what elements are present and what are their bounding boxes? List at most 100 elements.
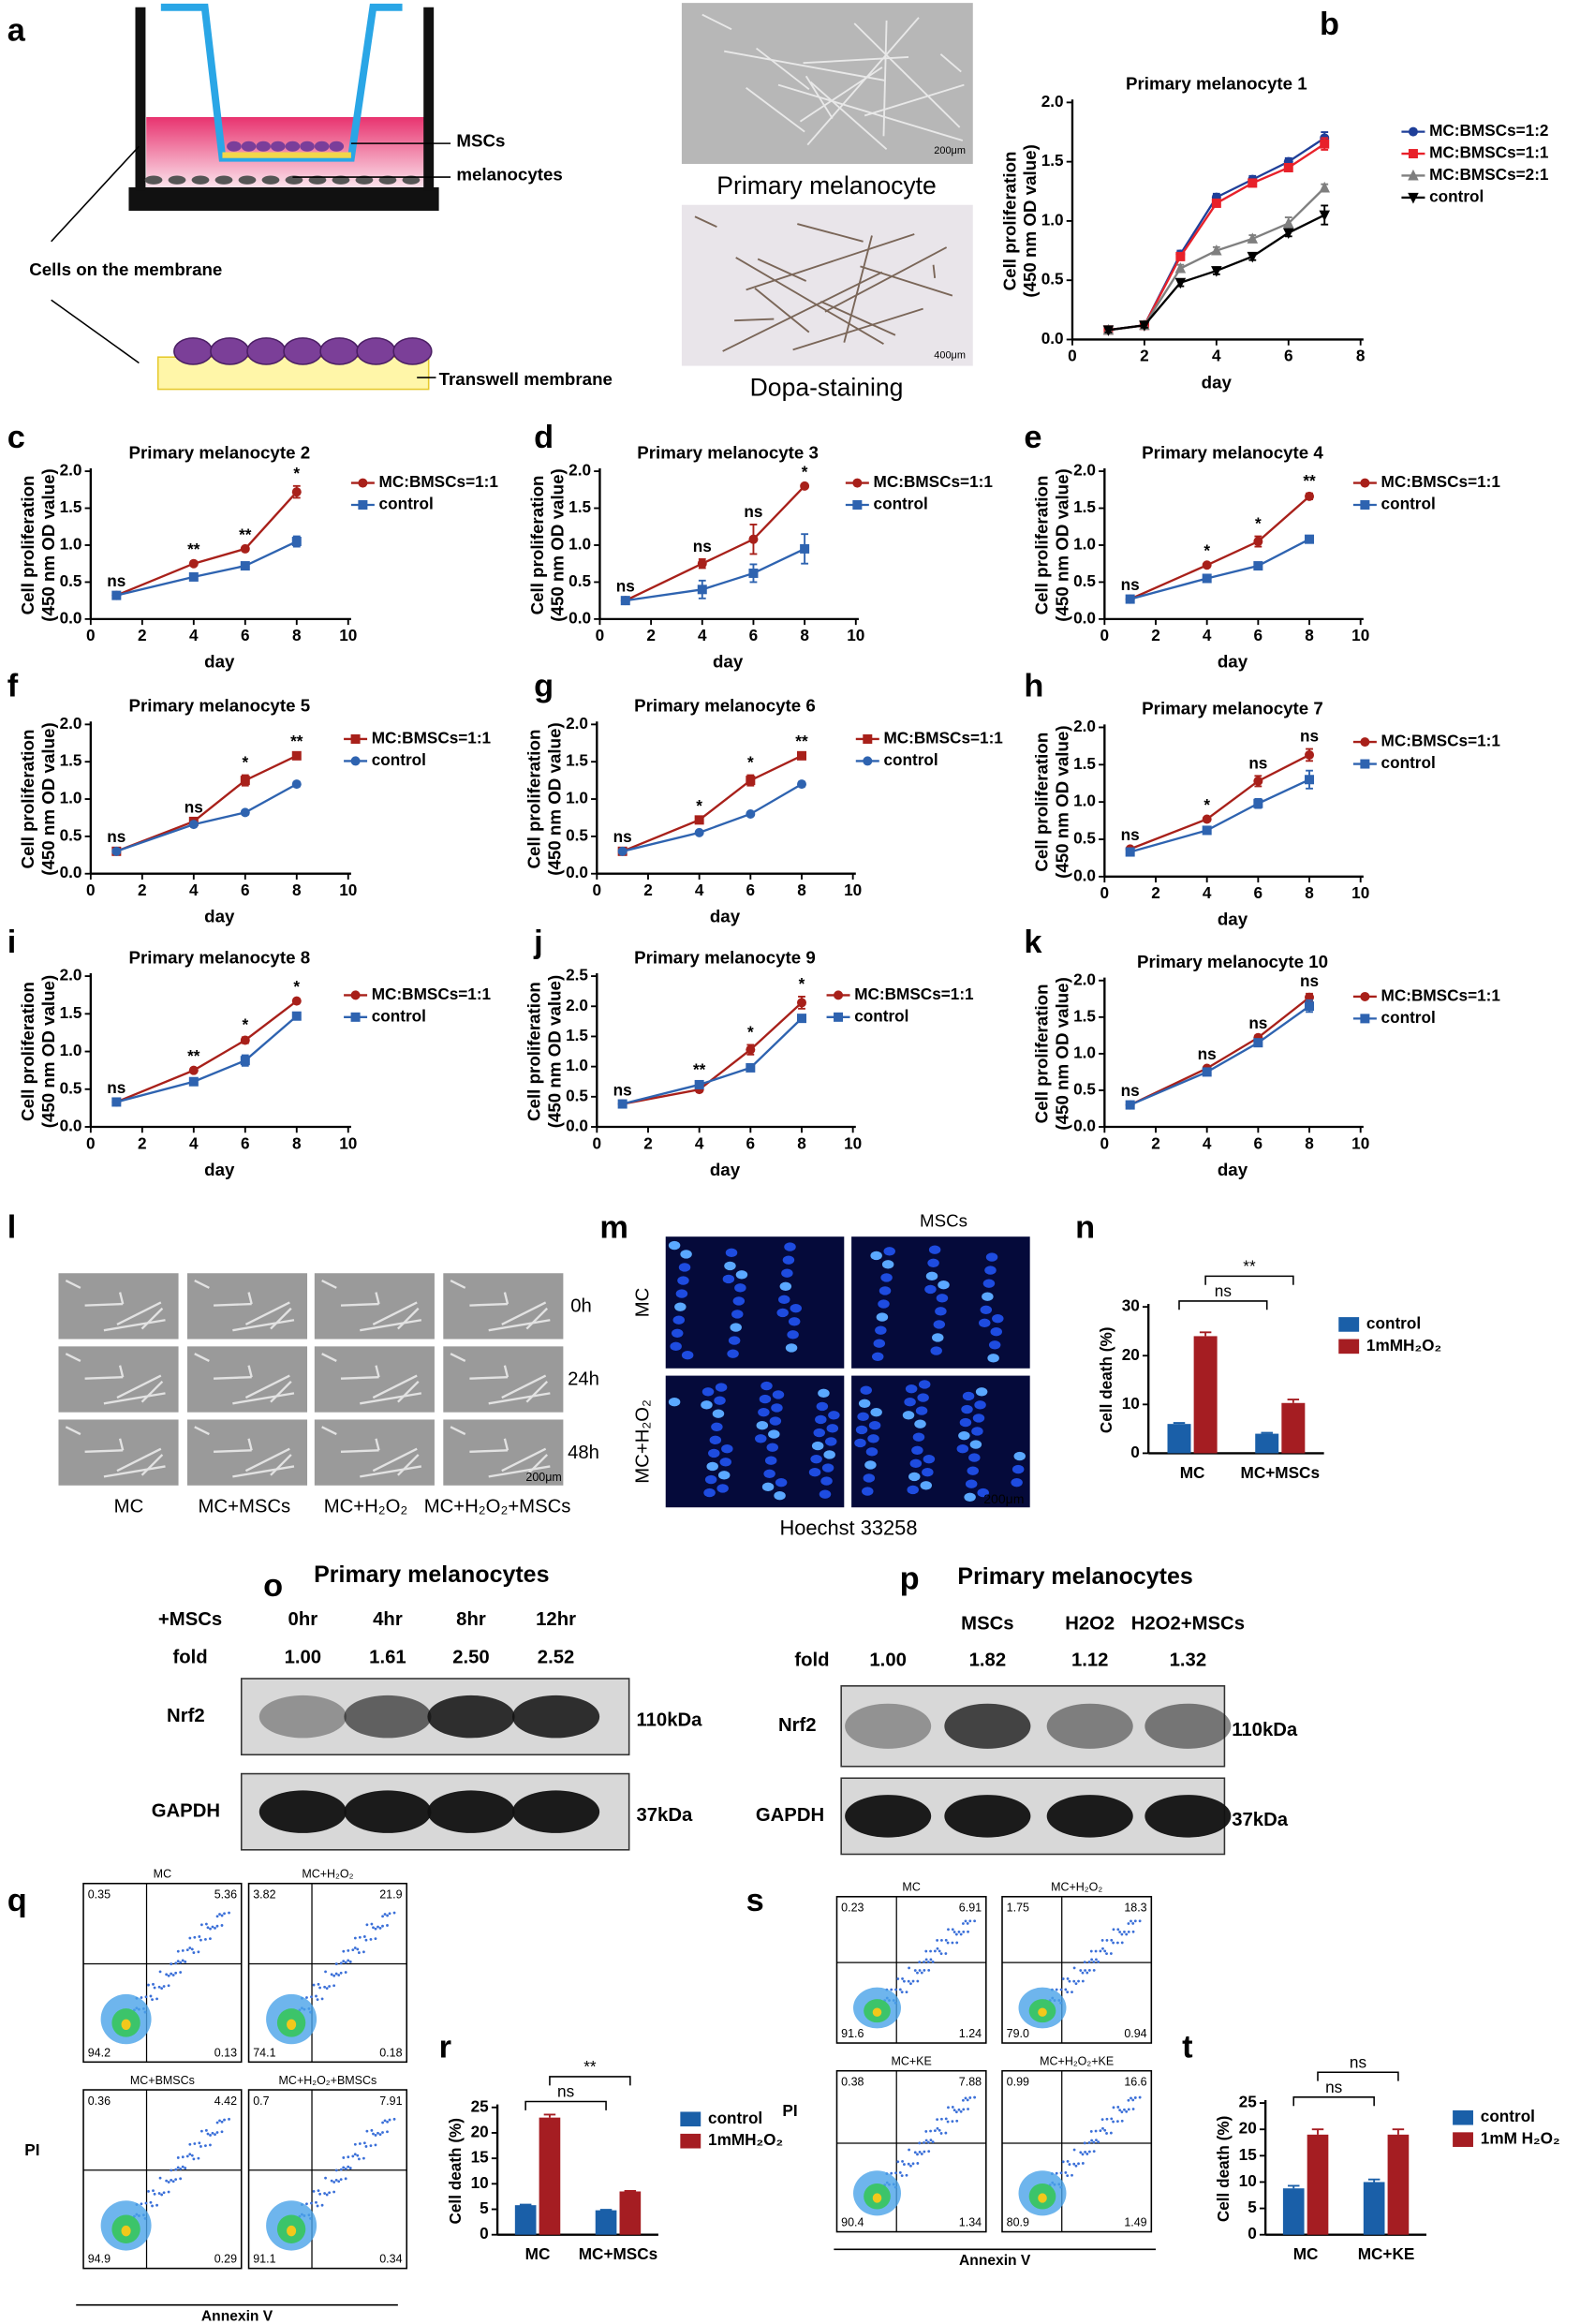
- nucleus: [730, 1323, 742, 1332]
- chart-title: Primary melanocyte 5: [128, 696, 310, 716]
- event: [339, 1971, 343, 1975]
- y-tick-label: 0.5: [60, 571, 82, 590]
- event: [357, 1951, 361, 1954]
- panel-letter: p: [900, 1561, 920, 1596]
- event: [228, 1911, 230, 1915]
- data-point: [240, 543, 250, 554]
- x-tick-label: 2: [1151, 626, 1160, 644]
- nucleus: [815, 1414, 827, 1425]
- event: [896, 1977, 900, 1980]
- nucleus: [961, 1404, 973, 1414]
- event: [353, 1936, 357, 1940]
- event: [1118, 1931, 1122, 1933]
- event: [1116, 2120, 1119, 2124]
- bracket: [1178, 1300, 1268, 1310]
- cell-shape: [375, 1438, 380, 1451]
- event: [938, 1949, 941, 1953]
- data-point: [697, 585, 707, 595]
- y-tick-label: 0.0: [566, 863, 588, 881]
- y-tick-label: 1.0: [566, 789, 588, 807]
- x-tick-label: 8: [292, 881, 302, 899]
- significance: ns: [107, 571, 126, 590]
- event: [1116, 2106, 1120, 2109]
- event: [220, 1914, 224, 1917]
- event: [1131, 1922, 1135, 1925]
- significance: ns: [185, 797, 203, 816]
- event: [171, 2180, 175, 2183]
- event: [358, 1935, 362, 1939]
- row-label: 48h: [568, 1443, 599, 1463]
- legend-marker: [1360, 500, 1370, 511]
- event: [204, 2144, 207, 2148]
- photo: [681, 3, 973, 164]
- row-label: MC: [633, 1288, 654, 1318]
- event: [315, 1994, 317, 1998]
- photo: [58, 1419, 179, 1486]
- data-point: [1125, 594, 1135, 604]
- event: [1130, 1919, 1132, 1923]
- cell: [210, 337, 250, 365]
- nucleus: [969, 1440, 982, 1449]
- bracket: [1317, 2071, 1399, 2081]
- significance: *: [799, 974, 805, 993]
- nucleus: [787, 1330, 799, 1340]
- quadrant-value: 80.9: [1007, 2215, 1029, 2228]
- series-line: [115, 491, 298, 597]
- y-tick-label: 1.0: [60, 1041, 82, 1059]
- legend-label: control: [1481, 2107, 1535, 2125]
- event: [317, 2189, 320, 2193]
- event: [374, 2134, 377, 2137]
- nucleus: [761, 1482, 775, 1492]
- nucleus: [810, 1454, 822, 1464]
- event: [967, 2108, 969, 2110]
- event: [174, 1961, 178, 1965]
- error-bar: [1392, 2128, 1405, 2135]
- event: [386, 1914, 389, 1917]
- event: [951, 2106, 954, 2109]
- event: [1092, 1961, 1096, 1963]
- cell-shape: [372, 1301, 418, 1325]
- legend-marker: [863, 733, 873, 744]
- legend-label: MC:BMSCs=1:1: [883, 729, 1003, 748]
- cell: [246, 337, 287, 365]
- event: [913, 1969, 917, 1972]
- plot-title: MC+BMSCs: [130, 2074, 195, 2087]
- y-tick-label: 1.5: [1073, 754, 1096, 773]
- y-axis-label: Cell proliferation: [999, 151, 1019, 290]
- legend-label: MC:BMSCs=1:1: [1429, 143, 1549, 162]
- cell-shape: [65, 1280, 81, 1289]
- band: [1144, 1703, 1232, 1749]
- y-axis-label: (450 nm OD value): [1053, 977, 1072, 1130]
- y-axis-label: Cell proliferation: [18, 730, 37, 869]
- significance: ns: [1215, 1281, 1232, 1300]
- dendrite: [792, 307, 923, 351]
- dendrite: [799, 67, 883, 123]
- data-point: [1282, 228, 1294, 240]
- panel-letter: k: [1024, 925, 1042, 960]
- event: [1066, 2159, 1070, 2163]
- cell-shape: [214, 1302, 252, 1307]
- x-axis-label: day: [204, 652, 235, 672]
- plot-title: MC+H₂O₂: [302, 1868, 353, 1881]
- event: [181, 2155, 185, 2159]
- x-tick-label: 6: [1254, 883, 1263, 902]
- event: [176, 2156, 180, 2159]
- event: [334, 1962, 338, 1965]
- cell-shape: [321, 1426, 337, 1436]
- event: [918, 1961, 922, 1964]
- nucleus: [863, 1473, 876, 1483]
- event: [927, 2150, 931, 2154]
- series-line: [116, 1014, 298, 1103]
- event: [900, 2174, 904, 2178]
- quadrant-value: 0.23: [841, 1902, 864, 1915]
- event: [312, 2189, 316, 2193]
- event: [339, 1961, 343, 1965]
- nucleus: [967, 1466, 980, 1475]
- event: [167, 1984, 170, 1988]
- nucleus: [959, 1417, 972, 1428]
- legend-label: MC:BMSCs=1:1: [1381, 985, 1501, 1004]
- event: [929, 2129, 932, 2133]
- significance: ns: [1121, 575, 1140, 594]
- nucleus: [925, 1271, 938, 1281]
- event: [365, 2129, 369, 2133]
